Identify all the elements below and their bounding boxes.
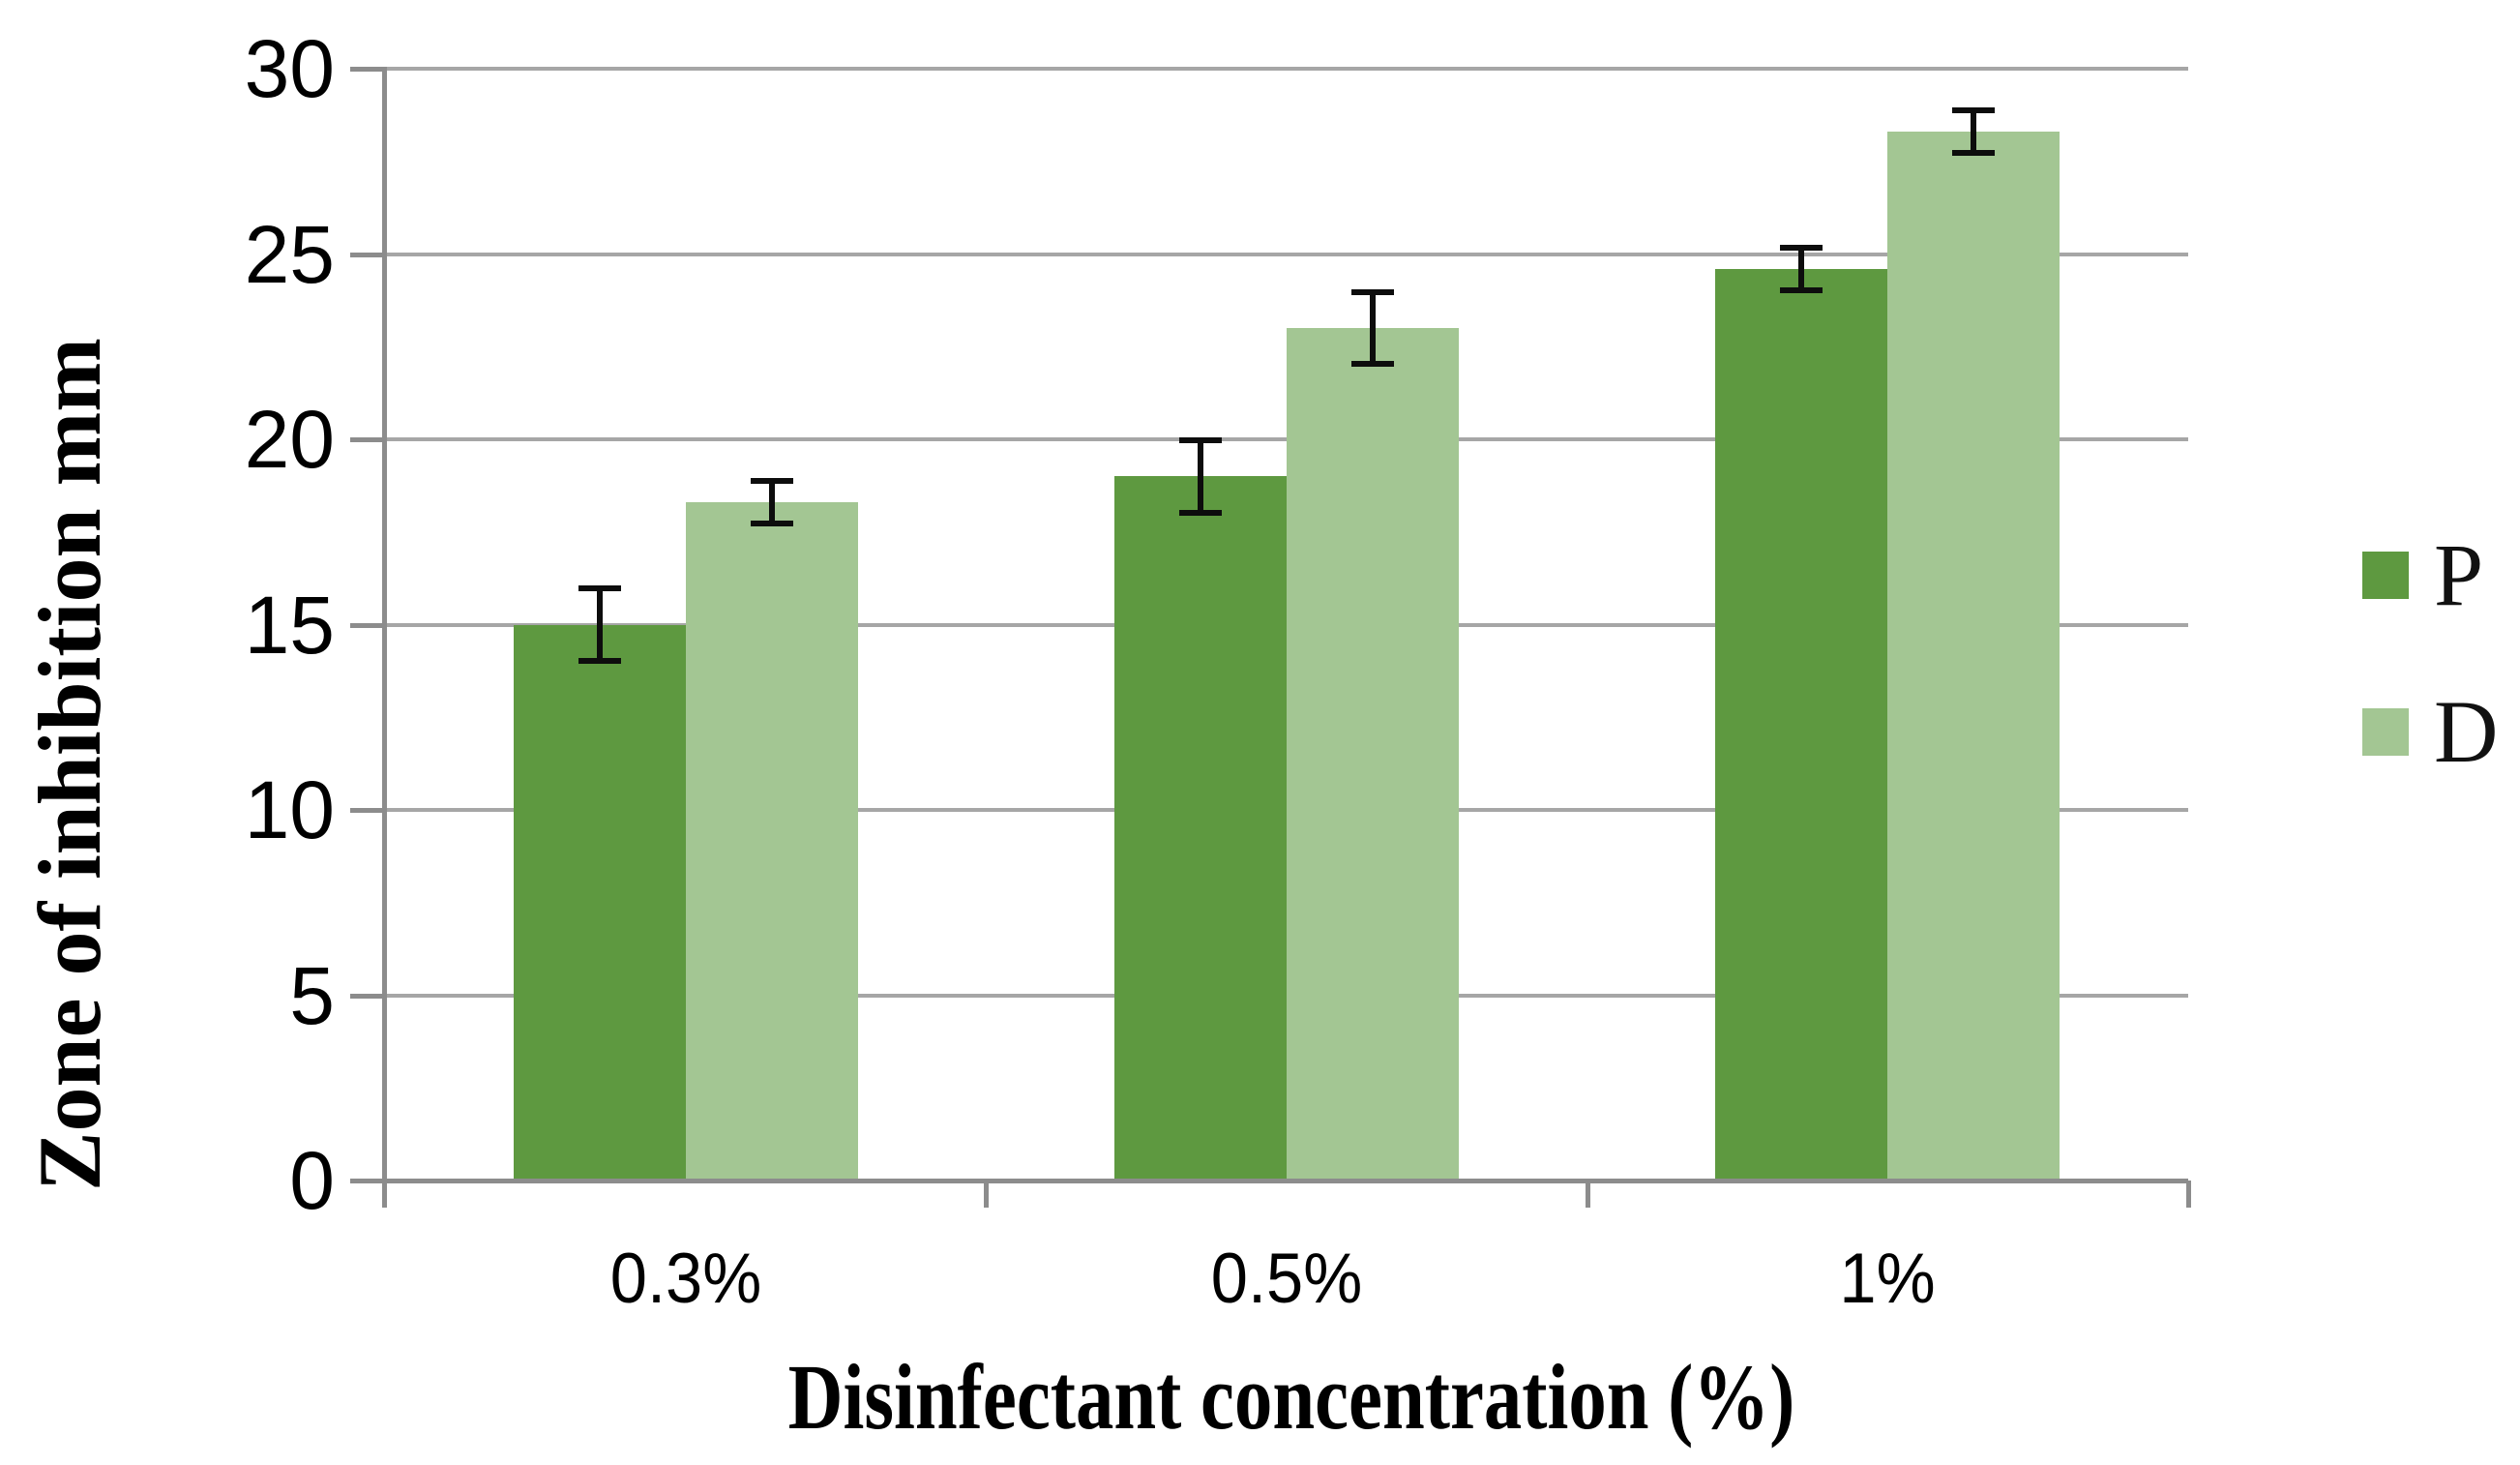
bar-D-0.3% [686, 502, 858, 1182]
error-bar-cap-top-P-0.3% [578, 585, 621, 591]
legend-label-d: D [2434, 682, 2499, 781]
y-tick-label-5: 5 [289, 950, 335, 1041]
error-bar-cap-top-D-0.5% [1351, 289, 1394, 295]
error-bar-cap-bottom-D-0.5% [1351, 361, 1394, 367]
legend-label-p: P [2434, 525, 2484, 624]
legend-swatch-p [2362, 551, 2409, 599]
error-bar-cap-top-D-0.3% [751, 478, 793, 484]
error-bar-line-D-0.5% [1370, 291, 1376, 365]
error-bar-cap-bottom-D-0.3% [751, 521, 793, 526]
error-bar-cap-top-P-0.5% [1179, 437, 1222, 443]
error-bar-cap-bottom-D-1% [1952, 150, 1995, 156]
x-tick-label-1%: 1% [1839, 1240, 1936, 1318]
bar-D-1% [1887, 132, 2060, 1182]
error-bar-cap-top-D-1% [1952, 107, 1995, 113]
x-axis-line [350, 1179, 2188, 1183]
y-axis-line [382, 67, 387, 1208]
x-axis-title: Disinfectant concentration (%) [787, 1345, 1795, 1449]
error-bar-cap-top-P-1% [1780, 245, 1823, 251]
bar-P-0.3% [514, 625, 686, 1182]
y-tick-25 [350, 253, 385, 257]
error-bar-cap-bottom-P-0.3% [578, 658, 621, 664]
legend-item-d: D [2362, 687, 2498, 776]
error-bar-line-P-0.5% [1198, 439, 1203, 514]
gridline-25 [385, 253, 2188, 256]
error-bar-line-D-0.3% [769, 480, 775, 524]
error-bar-line-P-1% [1798, 247, 1804, 291]
bar-P-0.5% [1114, 476, 1287, 1182]
error-bar-line-D-1% [1971, 109, 1976, 154]
y-tick-label-10: 10 [244, 764, 335, 855]
error-bar-cap-bottom-P-0.5% [1179, 510, 1222, 516]
x-boundary-tick-2 [1586, 1181, 1590, 1208]
gridline-30 [385, 67, 2188, 71]
x-tick-label-0.5%: 0.5% [1210, 1240, 1363, 1318]
x-boundary-tick-3 [2186, 1181, 2191, 1208]
legend-swatch-d [2362, 707, 2409, 756]
y-tick-label-15: 15 [244, 580, 335, 671]
y-tick-label-20: 20 [244, 394, 335, 485]
y-tick-label-30: 30 [244, 23, 335, 114]
legend-item-p: P [2362, 530, 2483, 619]
error-bar-cap-bottom-P-1% [1780, 287, 1823, 293]
x-tick-label-0.3%: 0.3% [609, 1240, 762, 1318]
bar-P-1% [1715, 269, 1887, 1182]
y-tick-15 [350, 623, 385, 628]
error-bar-line-P-0.3% [597, 587, 603, 662]
y-tick-label-0: 0 [289, 1135, 335, 1226]
bar-D-0.5% [1287, 328, 1459, 1182]
y-tick-5 [350, 994, 385, 999]
y-tick-20 [350, 437, 385, 442]
y-axis-title: Zone of inhibition mm [20, 338, 119, 1191]
y-tick-30 [350, 67, 385, 72]
y-tick-10 [350, 808, 385, 813]
x-boundary-tick-1 [984, 1181, 989, 1208]
y-tick-label-25: 25 [244, 209, 335, 300]
